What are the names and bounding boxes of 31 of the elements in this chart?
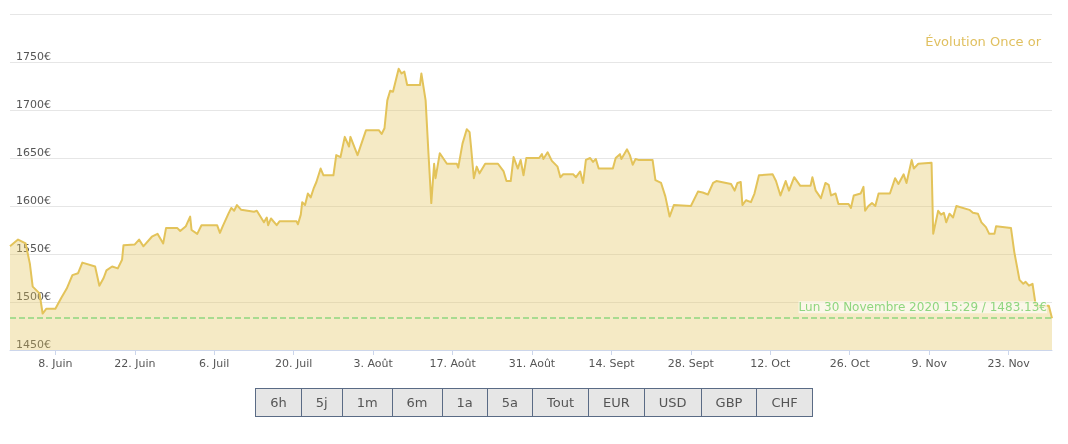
text: 1a [441,388,488,417]
x-tick-label: 22. Juin [114,357,156,370]
x-tick-label: 8. Juin [38,357,73,370]
text: GBP [700,388,758,417]
text: Évolution Once or [925,34,1042,49]
x-tick-label: 14. Sept [588,357,636,370]
x-tick-label: 6. Juil [199,357,230,370]
x-tick-label: 9. Nov [911,357,948,370]
text: 5a [486,388,533,417]
y-tick-label: 1700€ [16,98,51,111]
x-tick-label: 3. Août [353,357,394,370]
y-tick-label: 1600€ [16,194,51,207]
text: 5j [300,388,343,417]
text: 6m [391,388,443,417]
text: Tout [532,388,590,417]
y-tick-label: 1750€ [16,50,51,63]
x-tick-label: 31. Août [508,357,556,370]
text: EUR [588,388,645,417]
ref-line-label: Lun 30 Novembre 2020 15:29 / 1483.13€ [798,300,1047,315]
y-tick-label: 1450€ [16,338,51,351]
text: 1m [341,388,393,417]
x-tick-label: 20. Juil [275,357,313,370]
text: USD [643,388,702,417]
text: 6h [255,388,302,417]
text: CHF [756,388,813,417]
x-tick-label: 28. Sept [667,357,715,370]
x-tick-label: 26. Oct [829,357,871,370]
x-tick-label: 23. Nov [987,357,1031,370]
y-tick-label: 1650€ [16,146,51,159]
x-tick-label: 17. Août [429,357,477,370]
x-tick-label: 12. Oct [750,357,791,370]
